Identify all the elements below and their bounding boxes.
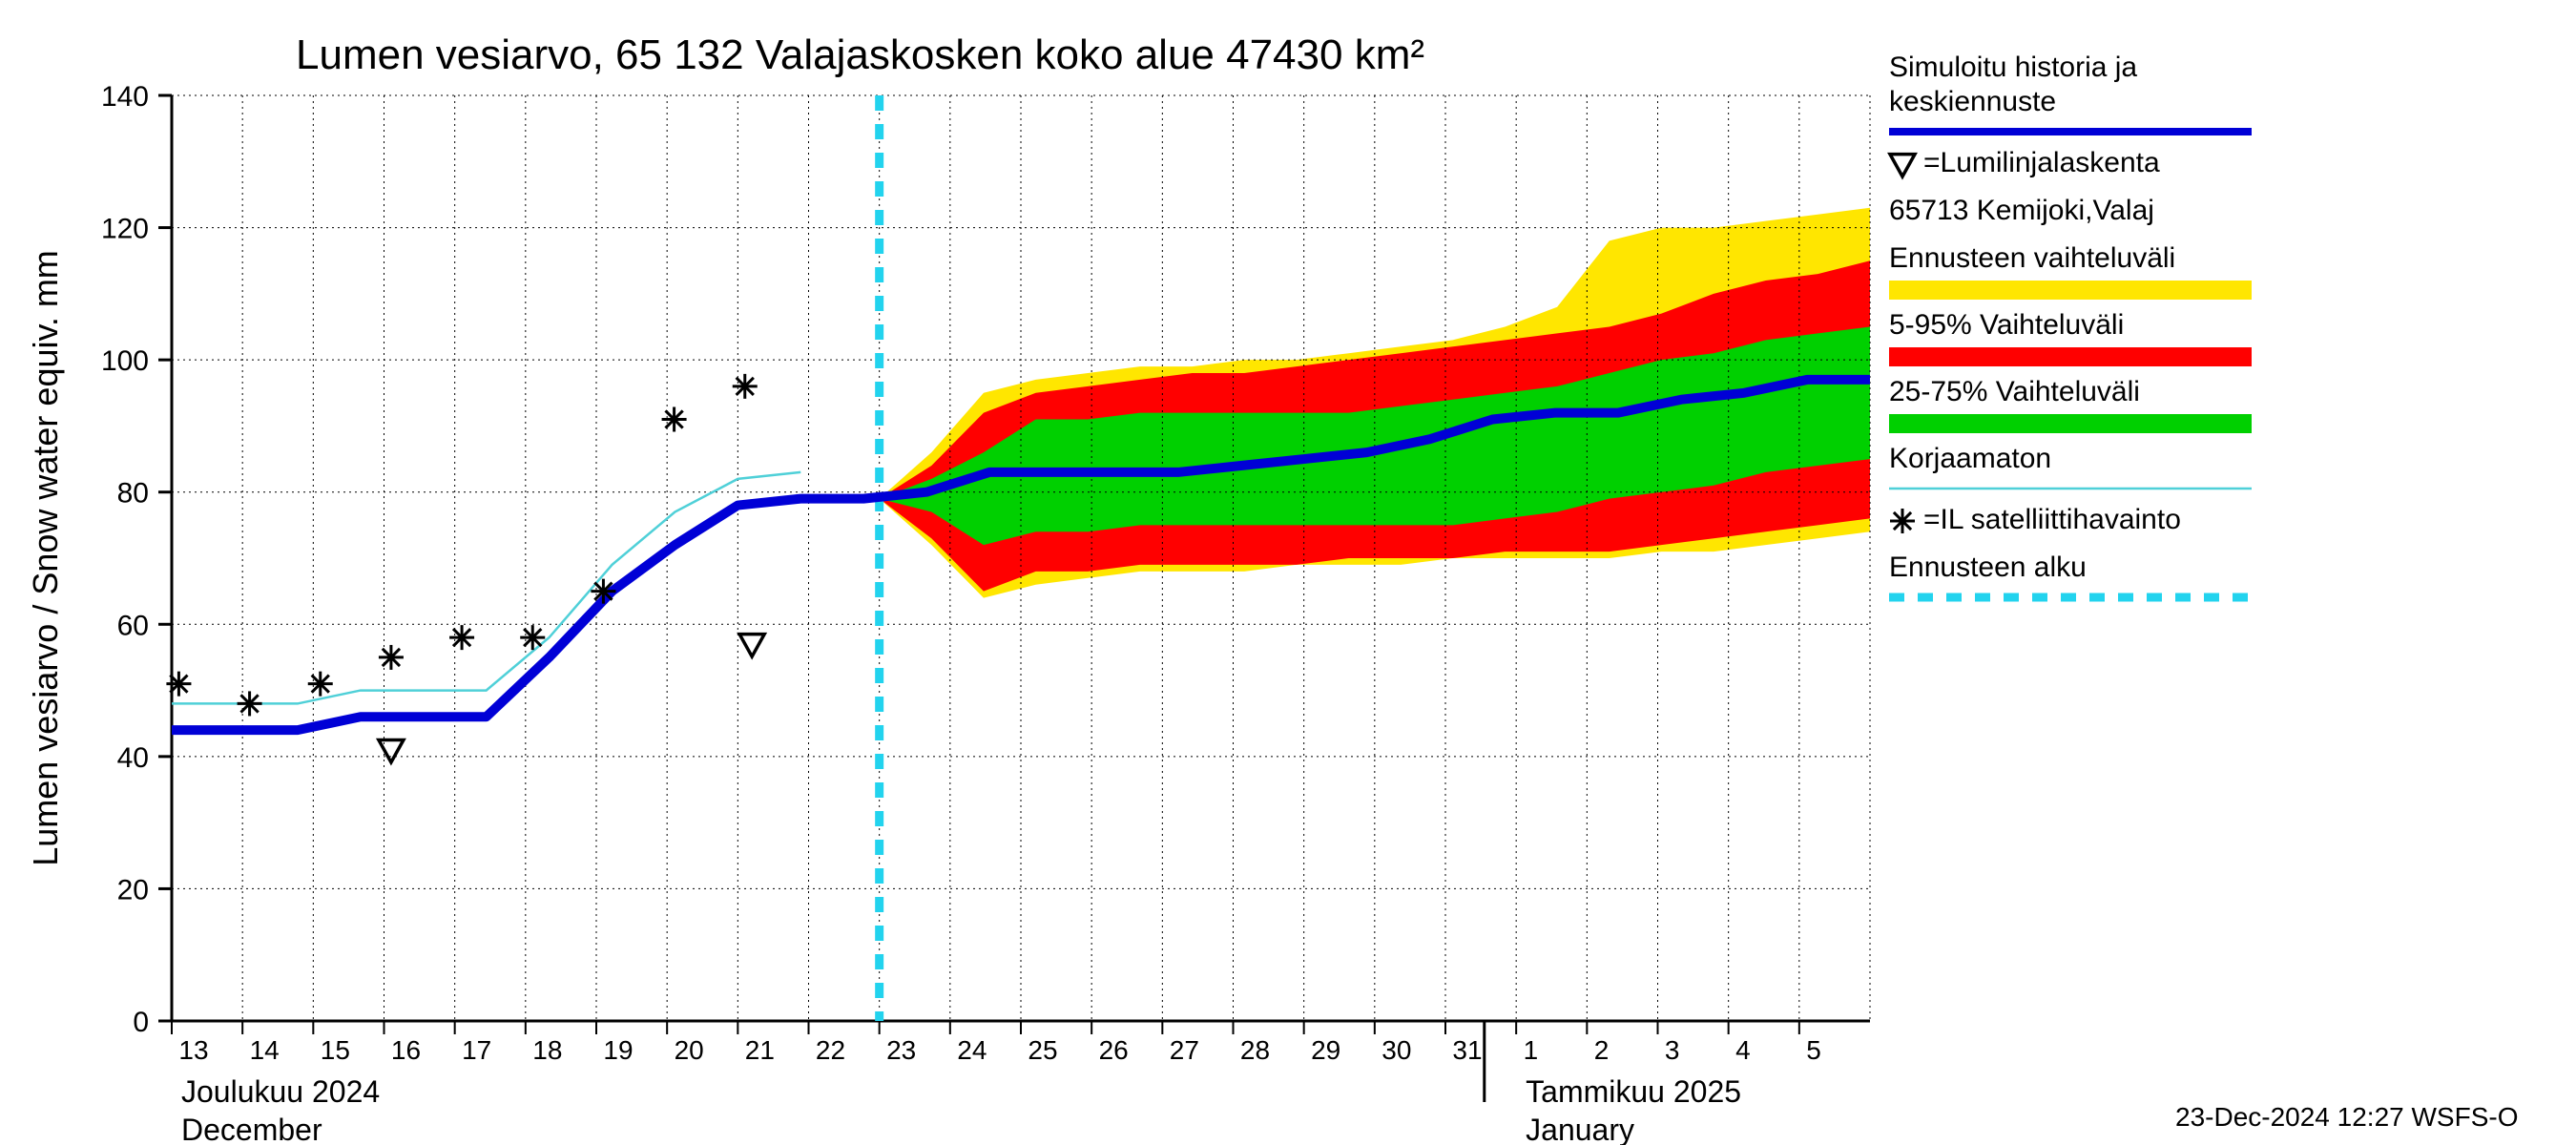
satellite-marker-icon (308, 672, 333, 697)
legend-swatch-band (1889, 281, 2252, 300)
legend-label: =Lumilinjalaskenta (1923, 147, 2160, 178)
legend-label: Simuloitu historia ja (1889, 52, 2137, 83)
xtick-label: 21 (745, 1035, 775, 1065)
legend-swatch-band (1889, 414, 2252, 433)
ytick-label: 20 (117, 874, 149, 906)
legend-label: 25-75% Vaihteluväli (1889, 376, 2140, 407)
satellite-marker-icon (591, 579, 615, 604)
legend-label: Ennusteen alku (1889, 552, 2087, 583)
satellite-marker-icon (520, 625, 545, 650)
ytick-label: 40 (117, 742, 149, 774)
xtick-label: 1 (1524, 1035, 1539, 1065)
legend-label: keskiennuste (1889, 86, 2056, 117)
xtick-label: 15 (321, 1035, 350, 1065)
legend-label: =IL satelliittihavainto (1923, 504, 2181, 535)
xtick-label: 25 (1028, 1035, 1057, 1065)
ytick-label: 80 (117, 478, 149, 510)
xtick-label: 18 (532, 1035, 562, 1065)
xtick-label: 14 (250, 1035, 280, 1065)
satellite-marker-icon (733, 374, 758, 399)
legend-label: 65713 Kemijoki,Valaj (1889, 195, 2154, 226)
ytick-label: 140 (101, 81, 149, 113)
xtick-label: 5 (1806, 1035, 1821, 1065)
month-label-fi: Joulukuu 2024 (181, 1074, 380, 1109)
xtick-label: 27 (1170, 1035, 1199, 1065)
month-label-fi: Tammikuu 2025 (1526, 1074, 1741, 1109)
y-axis-label: Lumen vesiarvo / Snow water equiv. mm (26, 250, 65, 866)
satellite-marker-icon (1890, 509, 1915, 533)
xtick-label: 30 (1381, 1035, 1411, 1065)
xtick-label: 29 (1311, 1035, 1340, 1065)
ytick-label: 120 (101, 214, 149, 245)
xtick-label: 17 (462, 1035, 491, 1065)
satellite-marker-icon (662, 407, 687, 432)
xtick-label: 23 (886, 1035, 916, 1065)
xtick-label: 31 (1452, 1035, 1482, 1065)
xtick-label: 16 (391, 1035, 421, 1065)
legend-label: 5-95% Vaihteluväli (1889, 309, 2124, 341)
xtick-label: 26 (1099, 1035, 1129, 1065)
xtick-label: 13 (178, 1035, 208, 1065)
month-label-en: January (1526, 1113, 1634, 1145)
legend-swatch-band (1889, 347, 2252, 366)
month-label-en: December (181, 1113, 322, 1145)
xtick-label: 4 (1735, 1035, 1751, 1065)
xtick-label: 20 (675, 1035, 704, 1065)
footer-timestamp: 23-Dec-2024 12:27 WSFS-O (2175, 1102, 2519, 1132)
chart-title: Lumen vesiarvo, 65 132 Valajaskosken kok… (296, 31, 1424, 78)
xtick-label: 22 (816, 1035, 845, 1065)
legend-label: Korjaamaton (1889, 443, 2051, 474)
xtick-label: 24 (957, 1035, 987, 1065)
xtick-label: 19 (603, 1035, 633, 1065)
xtick-label: 2 (1594, 1035, 1610, 1065)
ytick-label: 0 (133, 1007, 149, 1038)
ytick-label: 100 (101, 345, 149, 377)
xtick-label: 28 (1240, 1035, 1270, 1065)
ytick-label: 60 (117, 610, 149, 641)
legend-label: Ennusteen vaihteluväli (1889, 242, 2175, 274)
xtick-label: 3 (1665, 1035, 1680, 1065)
